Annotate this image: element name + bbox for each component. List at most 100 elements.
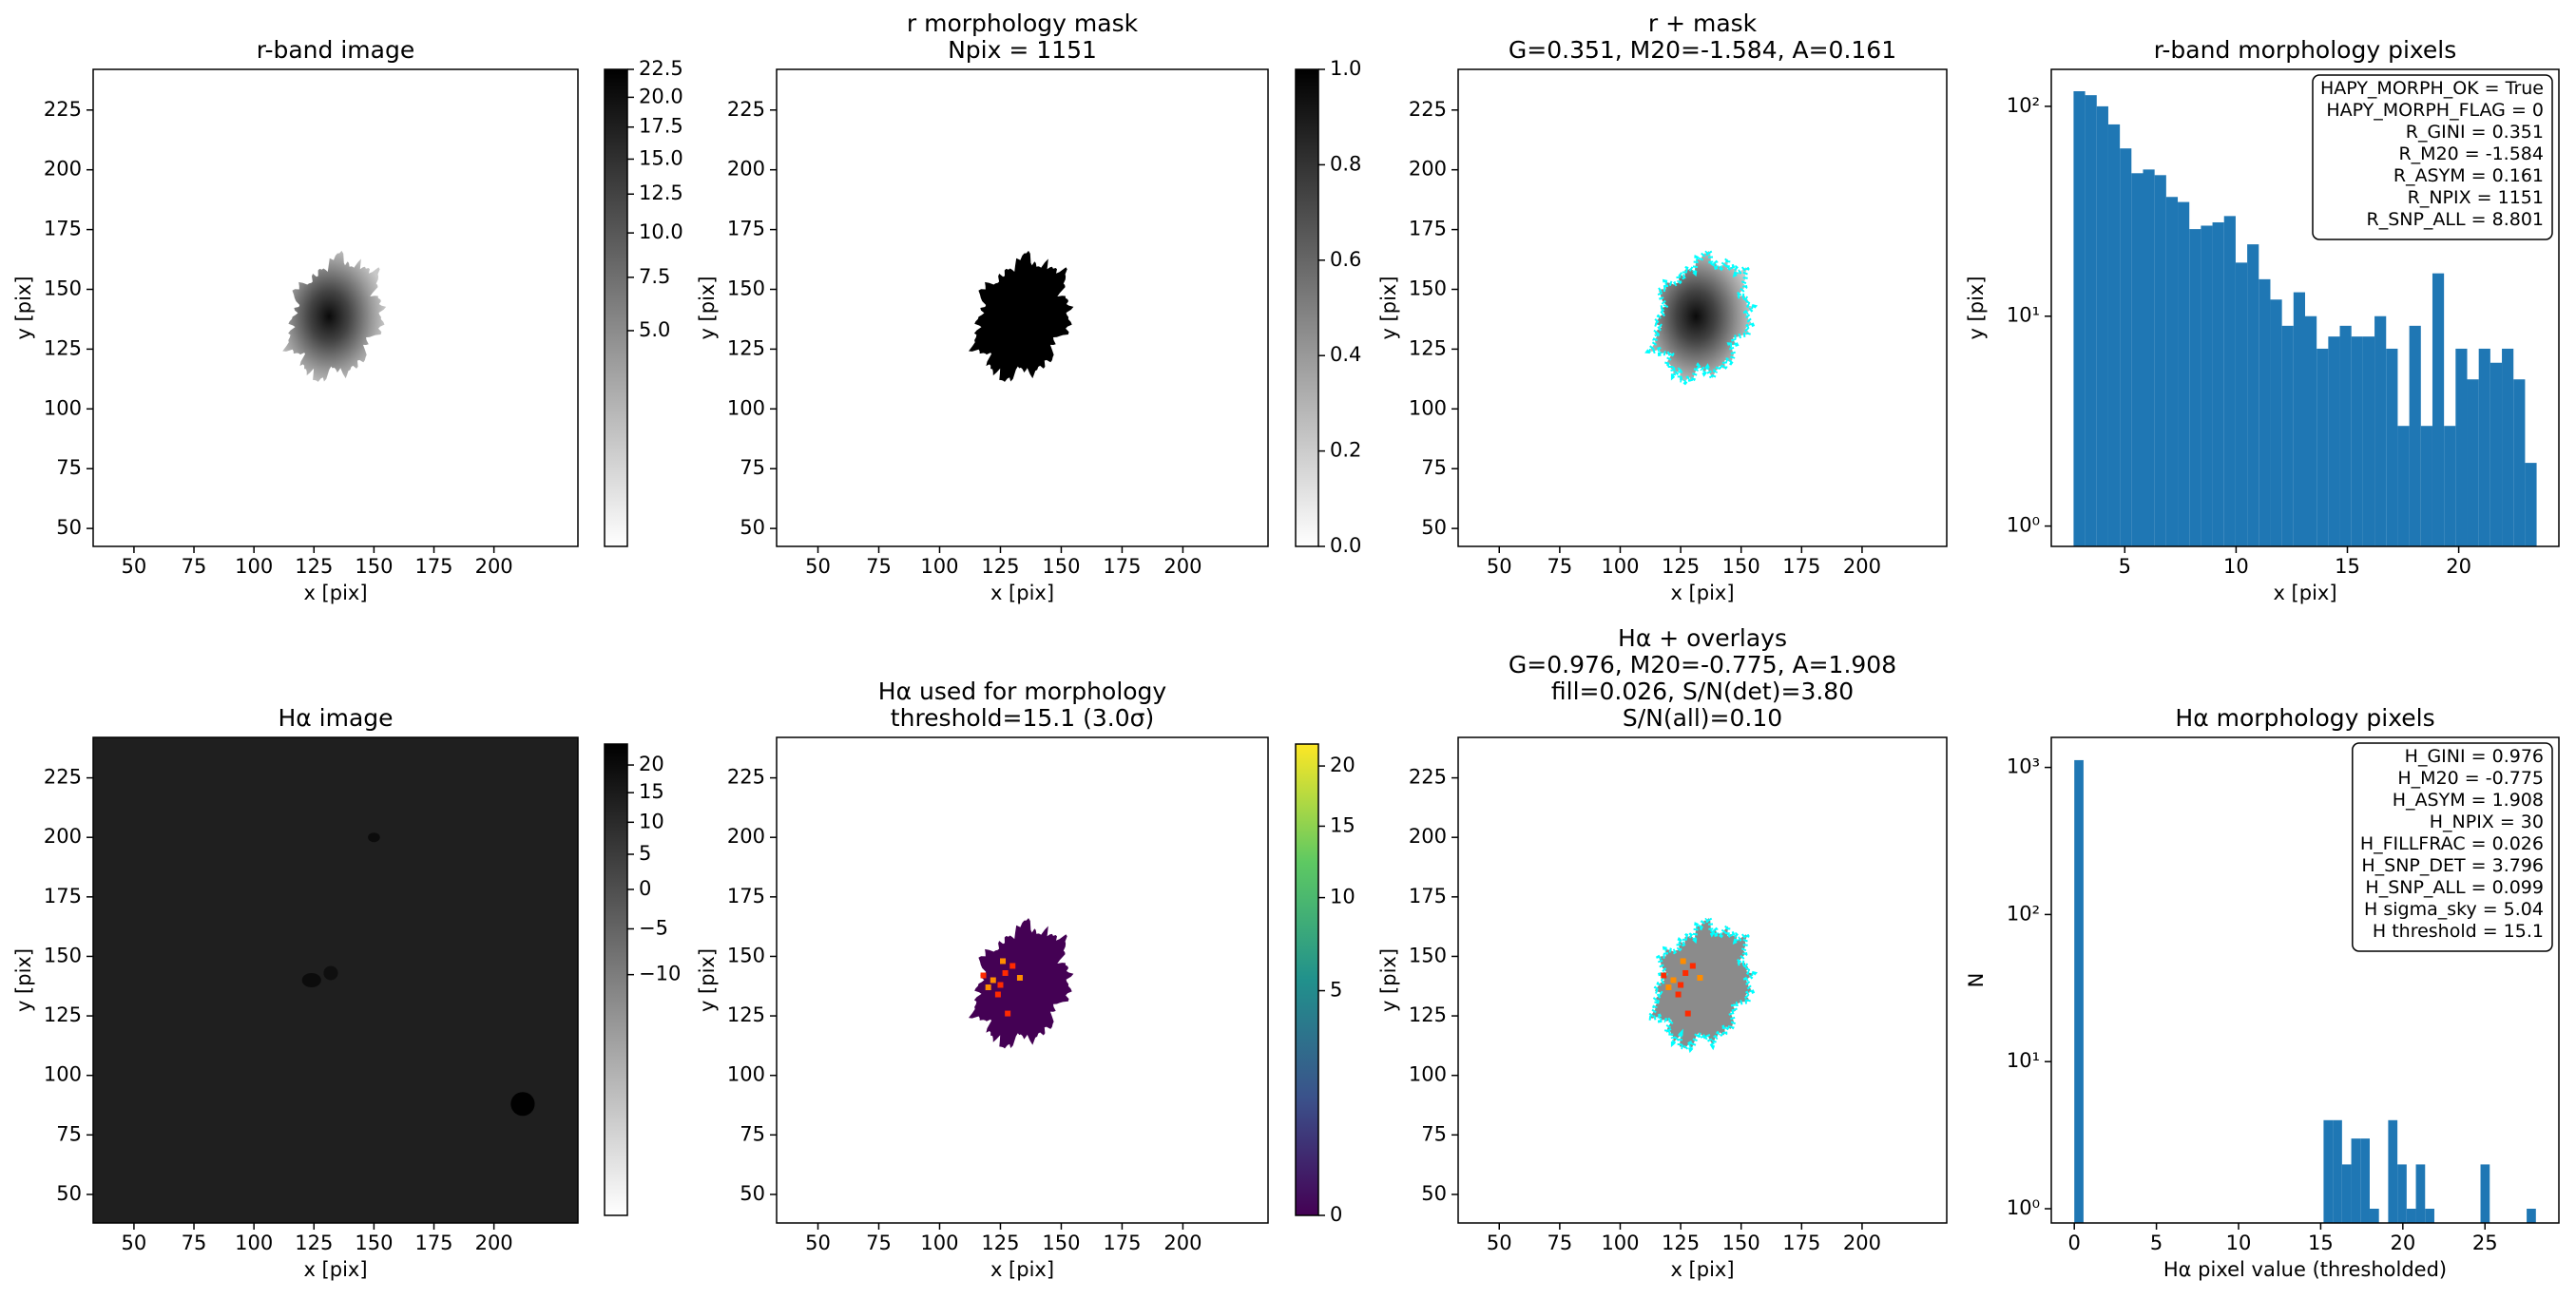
bar (2120, 148, 2132, 546)
x-tick-label: 75 (866, 555, 892, 578)
y-tick-label: 50 (1421, 1182, 1447, 1205)
y-tick-label: 50 (56, 516, 82, 539)
detection (990, 977, 996, 984)
colorbar-tick-label: 0.8 (1330, 152, 1361, 175)
y-tick-label: 200 (727, 825, 765, 848)
x-axis-label: x [pix] (303, 582, 367, 604)
x-axis-label: x [pix] (1670, 582, 1734, 604)
y-tick-label: 10² (2007, 902, 2040, 925)
y-tick-label: 100 (44, 1063, 82, 1086)
x-tick-label: 200 (1163, 555, 1201, 578)
bar (2525, 463, 2537, 546)
x-tick-label: 200 (475, 1232, 513, 1254)
colorbar (1295, 68, 1319, 547)
y-tick-label: 175 (1409, 218, 1447, 240)
bar (2235, 262, 2248, 546)
bar (2420, 426, 2432, 546)
y-tick-label: 150 (1409, 277, 1447, 299)
x-tick-label: 10 (2223, 555, 2249, 578)
source (301, 972, 321, 988)
x-tick-label: 175 (1103, 555, 1141, 578)
x-tick-label: 175 (1103, 1232, 1141, 1254)
panel-title: Hα + overlays (1618, 624, 1787, 652)
bar (2073, 91, 2086, 546)
panel: 50 75 100 125 150 175 200 50 75 100 125 150 175 200 22… (1377, 624, 1948, 1281)
y-tick-label: 150 (44, 944, 82, 966)
y-tick-label: 75 (1421, 456, 1447, 479)
y-tick-label: 100 (1409, 1063, 1447, 1086)
annotation-box (2352, 742, 2553, 952)
colorbar-tick-label: 10 (1330, 886, 1355, 908)
bar (2305, 315, 2317, 546)
annotation-line: HAPY_MORPH_FLAG = 0 (2326, 100, 2544, 121)
plot-area (282, 250, 387, 382)
x-tick-label: 50 (805, 555, 831, 578)
y-tick-label: 225 (1409, 766, 1447, 789)
colorbar-tick-label: 7.5 (639, 265, 670, 288)
detection (1678, 982, 1684, 988)
x-tick-label: 125 (981, 555, 1019, 578)
bar (2502, 348, 2514, 546)
x-tick-label: 75 (182, 555, 207, 578)
y-tick-label: 150 (44, 277, 82, 299)
bar (2223, 216, 2236, 546)
annotation-line: H_M20 = -0.775 (2397, 768, 2544, 789)
y-tick-label: 175 (44, 885, 82, 907)
y-tick-label: 75 (56, 1122, 82, 1145)
colorbar-tick-label: 17.5 (639, 115, 683, 138)
x-tick-label: 125 (1662, 555, 1700, 578)
y-tick-label: 125 (1409, 336, 1447, 359)
x-tick-label: 100 (235, 555, 273, 578)
colorbar-tick-label: 15 (1330, 813, 1355, 836)
bar (2212, 221, 2224, 546)
x-tick-label: 100 (235, 1232, 273, 1254)
detection (1665, 984, 1672, 991)
x-tick-label: 0 (2068, 1232, 2081, 1254)
y-tick-label: 225 (1409, 98, 1447, 121)
annotation-line: H threshold = 15.1 (2373, 921, 2544, 942)
bar (2406, 1208, 2416, 1223)
galaxy (282, 250, 387, 382)
bar (2409, 325, 2421, 546)
bar (2415, 1164, 2426, 1223)
bar (2432, 273, 2445, 546)
y-tick-label: 125 (44, 1003, 82, 1026)
colorbar (1295, 743, 1319, 1216)
colorbar (604, 68, 628, 547)
noise-light (93, 737, 578, 1223)
x-axis-label: x [pix] (990, 582, 1054, 604)
bar (2351, 1138, 2361, 1223)
y-tick-label: 225 (44, 766, 82, 789)
bar (2341, 1164, 2352, 1223)
plot-area (2074, 759, 2536, 1223)
plot-area (93, 737, 578, 1223)
x-tick-label: 100 (920, 1232, 958, 1254)
y-tick-label: 125 (727, 336, 765, 359)
bar (2154, 175, 2166, 546)
x-tick-label: 200 (1843, 555, 1881, 578)
colorbar-tick-label: 22.5 (639, 57, 683, 80)
panel: −10 −5 0 5 10 15 20 50 75 100 125 150 175 200 50 75 100 1… (12, 704, 681, 1281)
detection (1002, 969, 1009, 976)
y-tick-label: 100 (727, 396, 765, 419)
x-tick-label: 150 (355, 1232, 393, 1254)
panel-title: r-band morphology pixels (2154, 36, 2457, 64)
bar (2478, 348, 2490, 546)
colorbar-tick-label: 0.0 (1330, 534, 1361, 557)
bar (2293, 292, 2305, 546)
y-tick-label: 75 (1421, 1122, 1447, 1145)
y-tick-label: 225 (727, 766, 765, 789)
annotation-line: H_ASYM = 1.908 (2393, 790, 2544, 811)
y-tick-label: 10⁰ (2007, 1196, 2040, 1219)
colorbar-tick-label: 0 (1330, 1203, 1342, 1226)
axes-frame (2050, 736, 2560, 1224)
source (323, 965, 338, 981)
x-tick-label: 50 (1487, 1232, 1512, 1254)
x-tick-label: 25 (2472, 1232, 2498, 1254)
y-tick-label: 125 (44, 336, 82, 359)
y-tick-label: 50 (1421, 516, 1447, 539)
panel-title: Hα image (278, 704, 393, 732)
annotation-line: HAPY_MORPH_OK = True (2320, 78, 2544, 99)
y-tick-label: 200 (727, 158, 765, 181)
bar (2085, 95, 2097, 546)
